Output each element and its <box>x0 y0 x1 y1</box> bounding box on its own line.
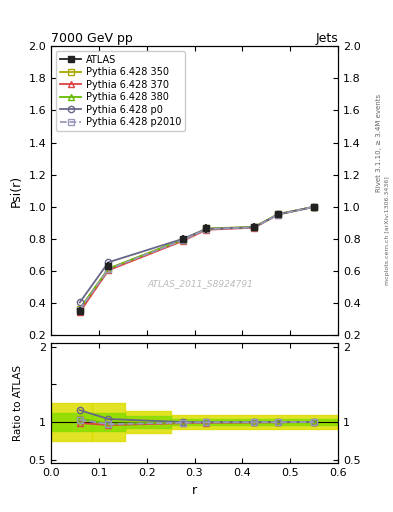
Text: Jets: Jets <box>315 32 338 45</box>
Text: 7000 GeV pp: 7000 GeV pp <box>51 32 133 45</box>
X-axis label: r: r <box>192 484 197 497</box>
Text: mcplots.cern.ch [arXiv:1306.3436]: mcplots.cern.ch [arXiv:1306.3436] <box>385 176 389 285</box>
Text: Rivet 3.1.10, ≥ 3.4M events: Rivet 3.1.10, ≥ 3.4M events <box>376 94 382 193</box>
Text: ATLAS_2011_S8924791: ATLAS_2011_S8924791 <box>147 279 253 288</box>
Y-axis label: Psi(r): Psi(r) <box>10 175 23 207</box>
Legend: ATLAS, Pythia 6.428 350, Pythia 6.428 370, Pythia 6.428 380, Pythia 6.428 p0, Py: ATLAS, Pythia 6.428 350, Pythia 6.428 37… <box>56 51 185 131</box>
Y-axis label: Ratio to ATLAS: Ratio to ATLAS <box>13 365 23 441</box>
